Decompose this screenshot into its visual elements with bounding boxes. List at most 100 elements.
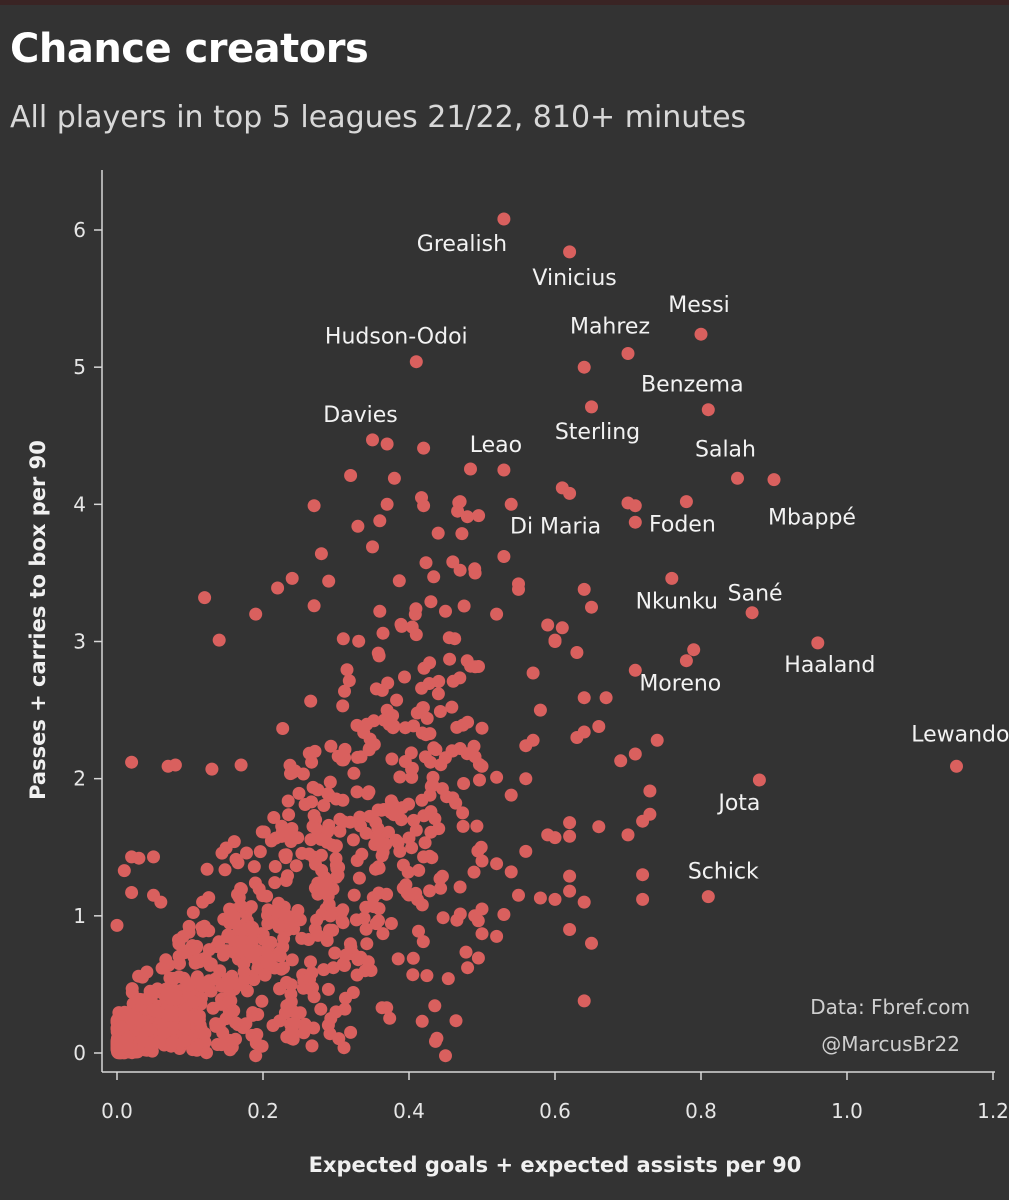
data-point [473, 773, 486, 787]
data-point [296, 767, 310, 781]
data-point [188, 956, 202, 970]
data-point [350, 785, 364, 799]
data-point [415, 793, 429, 807]
point-label: Hudson-Odoi [325, 325, 468, 350]
data-point [373, 835, 387, 849]
data-point [155, 961, 169, 975]
data-point [570, 646, 584, 659]
data-point [237, 957, 251, 971]
data-point [369, 862, 382, 876]
data-point [267, 811, 281, 824]
data-point [628, 747, 642, 761]
data-point [344, 940, 358, 954]
data-point [173, 957, 186, 970]
data-point [450, 720, 464, 734]
data-point [417, 850, 431, 864]
point-label: Grealish [417, 232, 507, 257]
x-tick-label: 0.8 [685, 1099, 717, 1123]
data-point [297, 1026, 311, 1040]
data-point [314, 547, 328, 561]
data-point [563, 884, 577, 898]
data-point [416, 701, 430, 715]
data-point [435, 869, 449, 883]
data-point [322, 898, 336, 911]
data-point-davies [366, 433, 379, 447]
data-point [284, 995, 298, 1009]
data-point [376, 927, 390, 941]
data-point [309, 857, 322, 871]
data-point [406, 968, 420, 982]
data-point [200, 862, 214, 876]
top-strip [0, 0, 1009, 5]
data-point [196, 895, 210, 909]
data-point [460, 510, 474, 524]
data-point [234, 933, 248, 947]
data-point [222, 994, 236, 1008]
data-point [324, 739, 338, 753]
data-point [490, 857, 504, 871]
data-point [504, 788, 518, 802]
data-point [338, 684, 351, 698]
data-point [456, 806, 470, 820]
data-point [424, 595, 438, 609]
data-point [247, 860, 261, 874]
x-tick-label: 0.6 [539, 1099, 571, 1123]
data-point [344, 1025, 358, 1039]
data-point [519, 739, 533, 753]
data-point [323, 775, 337, 789]
data-point [342, 674, 356, 688]
data-point [117, 864, 131, 878]
point-label: Lewandowski [911, 722, 1009, 747]
data-point [424, 825, 438, 839]
y-tick-label: 4 [73, 492, 86, 516]
data-point [386, 721, 400, 735]
labels-layer: Grealish Vinicius Messi Mahrez Hudson-Odoi Be… [323, 232, 1009, 885]
data-point [177, 1019, 191, 1033]
data-point [114, 1020, 128, 1034]
data-point [404, 746, 418, 760]
data-point [321, 982, 335, 996]
data-point [258, 968, 272, 982]
chart-title: Chance creators [10, 26, 369, 72]
data-point [311, 876, 325, 890]
data-point [548, 892, 562, 906]
data-point [427, 570, 441, 584]
data-point [461, 961, 475, 975]
data-point [381, 676, 395, 690]
data-point [261, 903, 275, 917]
data-point [490, 607, 504, 621]
data-point [154, 895, 168, 909]
data-point [577, 691, 591, 705]
data-point [599, 691, 613, 705]
data-point [279, 908, 293, 922]
data-point [428, 999, 442, 1013]
y-tick-label: 3 [73, 630, 86, 654]
point-label: Salah [695, 437, 756, 462]
data-point [442, 631, 456, 645]
data-point [504, 865, 518, 879]
data-point [533, 703, 547, 717]
data-point [468, 562, 482, 576]
data-point [563, 829, 577, 843]
data-point [405, 762, 419, 776]
data-point [205, 762, 219, 776]
point-label: Sterling [555, 420, 640, 445]
data-point [359, 922, 373, 936]
data-point [336, 793, 350, 807]
data-point [337, 1041, 351, 1055]
data-point-hudson-odoi [409, 355, 423, 369]
data-point [643, 807, 657, 821]
data-point [592, 720, 606, 733]
data-point [264, 936, 278, 949]
data-point [363, 809, 377, 823]
data-point [398, 670, 411, 684]
data-point [427, 741, 441, 755]
data-point [264, 834, 278, 848]
data-point [384, 917, 398, 930]
data-point [439, 604, 452, 618]
data-point [276, 722, 290, 735]
data-point [353, 810, 367, 824]
data-point [229, 1016, 243, 1030]
data-point [367, 900, 381, 914]
x-axis-title: Expected goals + expected assists per 90 [309, 1153, 802, 1177]
